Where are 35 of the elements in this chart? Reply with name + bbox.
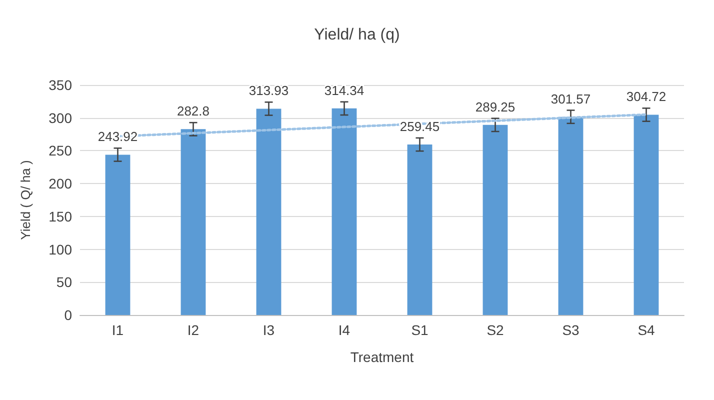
y-tick-label: 150 [48,208,72,224]
x-axis-title: Treatment [350,349,414,365]
x-tick-label: I4 [338,322,350,338]
x-tick-label: I2 [187,322,200,338]
x-tick-label: S4 [638,322,656,338]
bar [482,124,508,315]
y-axis-title: Yield ( Q/ ha ) [18,160,33,240]
x-tick-label: S3 [562,322,580,338]
x-tick-label: S1 [411,322,429,338]
y-tick-label: 350 [48,77,72,93]
x-tick-label: S2 [486,322,504,338]
chart-title: Yield/ ha (q) [314,26,400,44]
data-label: 289.25 [475,99,516,114]
y-tick-label: 200 [48,176,72,192]
bar [332,108,357,315]
y-tick-label: 300 [48,110,72,126]
data-label: 243.92 [98,129,138,144]
data-label: 259.45 [400,118,440,134]
data-label: 301.57 [550,91,591,106]
bar [256,108,282,315]
data-label: 313.93 [248,83,289,98]
data-label: 304.72 [626,89,666,104]
bar [180,129,206,315]
bar [407,144,432,315]
bar [634,114,659,315]
x-tick-label: I1 [112,322,124,338]
bar [105,154,130,315]
x-tick-label: I3 [262,322,275,338]
y-tick-label: 100 [48,241,72,258]
bar [558,116,584,315]
data-label: 282.8 [176,104,210,119]
data-label: 314.34 [324,82,364,98]
y-tick-label: 50 [56,274,72,290]
y-tick-label: 250 [48,142,72,159]
y-tick-label: 0 [64,307,72,323]
